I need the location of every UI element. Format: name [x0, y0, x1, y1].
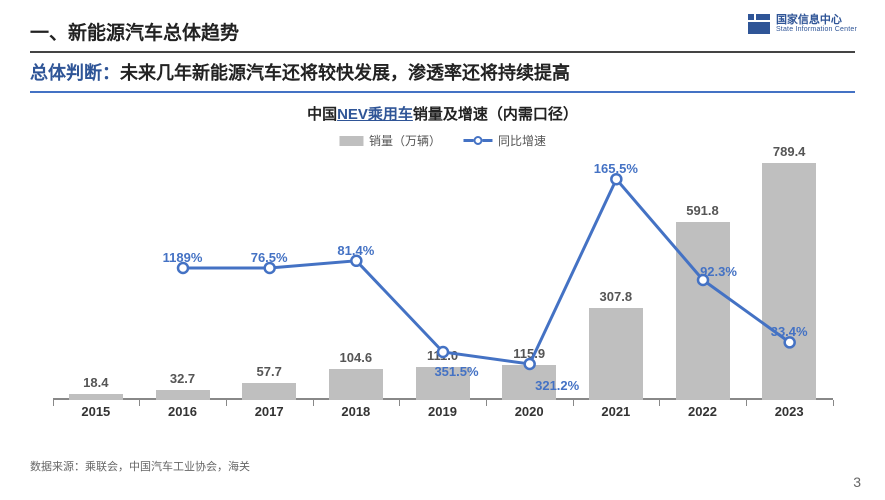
page-number: 3: [853, 474, 861, 490]
chart-title: 中国NEV乘用车销量及增速（内需口径）: [30, 103, 855, 124]
rule-blue: [30, 91, 855, 93]
x-tick-label: 2020: [515, 404, 544, 419]
legend-bar: 销量（万辆）: [339, 132, 441, 149]
bar-value-label: 789.4: [773, 144, 806, 159]
legend-line-swatch: [463, 136, 492, 145]
logo-cn: 国家信息中心: [776, 15, 857, 27]
x-tick-mark: [573, 400, 574, 406]
x-tick-mark: [833, 400, 834, 406]
line-value-label: 76.5%: [251, 250, 288, 265]
x-tick-label: 2016: [168, 404, 197, 419]
x-tick-mark: [139, 400, 140, 406]
logo-icon: [748, 14, 770, 34]
legend-line: 同比增速: [463, 132, 546, 149]
chart-title-nev: NEV乘用车: [337, 106, 413, 123]
line-value-label: 81.4%: [337, 243, 374, 258]
x-tick-label: 2022: [688, 404, 717, 419]
legend-bar-swatch: [339, 136, 363, 146]
x-tick-label: 2021: [601, 404, 630, 419]
x-tick-label: 2015: [81, 404, 110, 419]
line-value-label: 1189%: [163, 250, 203, 265]
chart-title-pre: 中国: [307, 106, 337, 123]
x-tick-mark: [486, 400, 487, 406]
x-tick-label: 2017: [255, 404, 284, 419]
x-ticks: 2015 2016 2017 2018 2019 2020 2021 2022 2023: [53, 404, 833, 426]
subtitle-lead: 总体判断：: [30, 63, 120, 83]
org-logo: 国家信息中心 State Information Center: [748, 14, 857, 34]
chart-title-post: 销量及增速（内需口径）: [413, 106, 578, 123]
x-tick-mark: [313, 400, 314, 406]
x-tick-mark: [399, 400, 400, 406]
x-tick-mark: [659, 400, 660, 406]
x-tick-label: 2023: [775, 404, 804, 419]
x-tick-mark: [226, 400, 227, 406]
rule-dark: [30, 51, 855, 53]
legend-line-label: 同比增速: [498, 132, 546, 149]
line-value-label: 321.2%: [535, 378, 579, 393]
logo-en: State Information Center: [776, 26, 857, 33]
subtitle-rest: 未来几年新能源汽车还将较快发展，渗透率还将持续提高: [120, 63, 570, 83]
x-tick-label: 2019: [428, 404, 457, 419]
legend-bar-label: 销量（万辆）: [369, 132, 441, 149]
x-tick-mark: [53, 400, 54, 406]
slide: 国家信息中心 State Information Center 一、新能源汽车总…: [0, 0, 885, 500]
chart: 销量（万辆） 同比增速 18.432.757.7104.6111.0115.93…: [53, 132, 833, 442]
legend: 销量（万辆） 同比增速: [339, 132, 546, 149]
data-source: 数据来源：乘联会，中国汽车工业协会，海关: [30, 458, 250, 474]
section-title: 一、新能源汽车总体趋势: [30, 18, 855, 45]
line-value-label: 351.5%: [434, 364, 478, 379]
line-value-label: 165.5%: [594, 161, 638, 176]
x-tick-label: 2018: [341, 404, 370, 419]
line-value-label: 33.4%: [771, 324, 808, 339]
plot-area: 18.432.757.7104.6111.0115.9307.8591.8789…: [53, 160, 833, 400]
line-value-label: 92.3%: [700, 264, 737, 279]
x-tick-mark: [746, 400, 747, 406]
subtitle: 总体判断：未来几年新能源汽车还将较快发展，渗透率还将持续提高: [30, 59, 855, 85]
